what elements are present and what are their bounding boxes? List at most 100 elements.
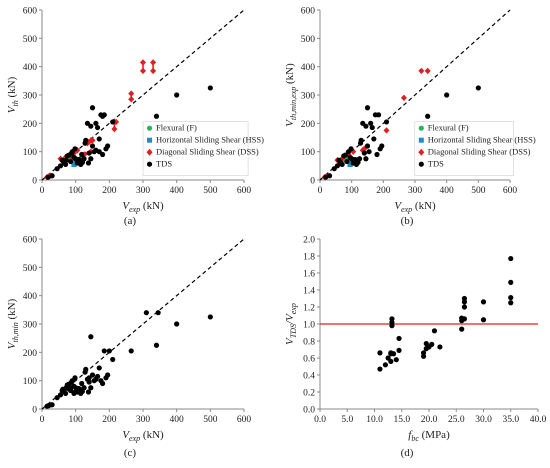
chart-a-point xyxy=(68,158,74,165)
chart-a-point xyxy=(72,146,78,152)
chart-d-point xyxy=(461,304,468,310)
chart-d-x-tick-label: 5.0 xyxy=(341,415,353,425)
chart-b-point xyxy=(383,127,390,134)
chart-a-x-tick-label: 0 xyxy=(40,186,45,196)
chart-d-point xyxy=(377,366,383,372)
chart-a-legend-swatch xyxy=(146,161,153,167)
chart-c-point xyxy=(49,402,55,408)
chart-d-x-axis-label-unit: (MPa) xyxy=(419,429,450,441)
chart-d-point xyxy=(389,316,395,322)
chart-b-point xyxy=(383,119,390,125)
chart-c-point xyxy=(153,342,160,348)
chart-a-point xyxy=(85,160,92,166)
chart-c-y-axis-label-unit: (kN) xyxy=(6,298,18,322)
chart-a-point xyxy=(74,147,81,154)
chart-c-x-axis-label: Vexp (kN) xyxy=(122,429,164,443)
chart-c-y-axis-label: Vth,min (kN) xyxy=(6,298,20,349)
chart-c-point xyxy=(143,310,149,316)
chart-c-point xyxy=(85,389,92,395)
chart-c-point xyxy=(57,392,64,398)
chart-d-point xyxy=(396,335,402,342)
chart-b-x-tick-label: 500 xyxy=(471,186,486,196)
chart-a-point xyxy=(86,150,92,156)
chart-a-x-axis-label-main: V xyxy=(122,200,130,212)
panel-a: 0 100 200 300 400 500 600 0 100 200 300 400 500 600 Ve… xyxy=(6,7,264,215)
chart-a-y-tick-label: 300 xyxy=(23,92,38,102)
chart-d-point xyxy=(508,255,514,262)
chart-b-legend-swatch xyxy=(418,148,425,156)
chart-a-point xyxy=(96,136,102,142)
chart-a-y-tick-label: 500 xyxy=(23,35,38,45)
chart-d-point xyxy=(382,362,388,368)
chart-d-x-tick-label: 35.0 xyxy=(502,415,519,425)
chart-c-x-axis-label-main: V xyxy=(122,429,130,441)
chart-d-y-tick-label: 0.8 xyxy=(303,338,315,348)
chart-c-point xyxy=(88,385,94,391)
chart-a-point xyxy=(153,113,160,119)
chart-c-y-tick-label: 300 xyxy=(23,321,38,331)
chart-a-x-tick-label: 300 xyxy=(136,186,151,196)
chart-c-x-tick-label: 300 xyxy=(136,415,151,425)
chart-b-legend-label: Flexural (F) xyxy=(428,123,469,133)
chart-c-y-tick-label: 500 xyxy=(23,264,38,274)
chart-d-y-tick-label: 1.2 xyxy=(303,304,315,314)
chart-c-point xyxy=(88,334,94,340)
chart-c-point xyxy=(86,379,92,385)
chart-c-point xyxy=(62,390,69,397)
chart-b-point xyxy=(368,120,374,126)
chart-a-point xyxy=(79,151,85,158)
chart-a-point xyxy=(111,125,118,133)
chart-d-y-axis-label-sub: TDS xyxy=(289,324,298,338)
chart-c-y-axis-label-main: V xyxy=(6,341,18,349)
chart-a-point xyxy=(83,137,89,143)
chart-a-x-axis-label-unit: (kN) xyxy=(140,200,164,212)
chart-a-point xyxy=(128,90,135,97)
chart-c-point xyxy=(83,366,89,372)
chart-c-point xyxy=(128,348,134,354)
chart-d-y-axis-label-main: V xyxy=(284,337,296,345)
panel-d: 0.0 5.0 10.0 15.0 20.0 25.0 30.0 35.0 40.0 0.0 0.2… xyxy=(284,236,547,444)
chart-d-point xyxy=(396,347,402,353)
chart-a-legend-label: Flexural (F) xyxy=(156,123,197,133)
chart-a-point xyxy=(150,59,157,66)
chart-c-point xyxy=(106,348,112,354)
chart-d-y-tick-label: 1.0 xyxy=(303,321,315,331)
chart-d-point xyxy=(393,357,399,363)
chart-b-point xyxy=(374,151,380,158)
chart-a-point xyxy=(81,156,87,162)
chart-d-y-tick-label: 1.4 xyxy=(303,287,315,297)
chart-c-point xyxy=(89,372,96,378)
chart-a-point xyxy=(150,67,157,75)
chart-b-point xyxy=(400,94,407,102)
chart-d-x-tick-label: 0.0 xyxy=(314,415,326,425)
chart-b-x-tick-label: 600 xyxy=(503,186,518,196)
chart-b-legend-label: Horizontal Sliding Shear (HSS) xyxy=(428,135,536,145)
chart-a-y-tick-label: 200 xyxy=(23,120,38,130)
chart-a-point xyxy=(140,59,146,66)
chart-c-y-tick-label: 400 xyxy=(23,292,38,302)
caption-d: (d) xyxy=(401,447,414,459)
chart-c-x-tick-label: 400 xyxy=(170,415,185,425)
chart-b-x-tick-label: 100 xyxy=(345,186,360,196)
chart-a-legend-swatch xyxy=(147,137,153,143)
chart-c-reference-line xyxy=(41,238,245,410)
chart-c-point xyxy=(110,356,116,363)
caption-c: (c) xyxy=(124,447,137,459)
chart-a-legend-label: Horizontal Sliding Shear (HSS) xyxy=(156,135,264,145)
chart-b-y-tick-label: 100 xyxy=(301,148,316,158)
chart-d-y-tick-label: 0.6 xyxy=(303,355,315,365)
chart-b-point xyxy=(363,123,369,129)
chart-c-point xyxy=(81,385,87,391)
chart-d-point xyxy=(390,351,397,357)
chart-c-x-axis-label-unit: (kN) xyxy=(140,429,164,441)
chart-b-point xyxy=(375,112,382,118)
chart-b-point xyxy=(444,92,450,98)
chart-a-y-axis-label-main: V xyxy=(6,105,18,113)
chart-b-legend-swatch xyxy=(418,161,424,167)
chart-b-legend-swatch xyxy=(418,125,424,131)
chart-c-point xyxy=(72,375,78,381)
chart-a-legend-label: Diagonal Sliding Shear (DSS) xyxy=(156,147,259,157)
chart-c-point xyxy=(100,380,106,387)
